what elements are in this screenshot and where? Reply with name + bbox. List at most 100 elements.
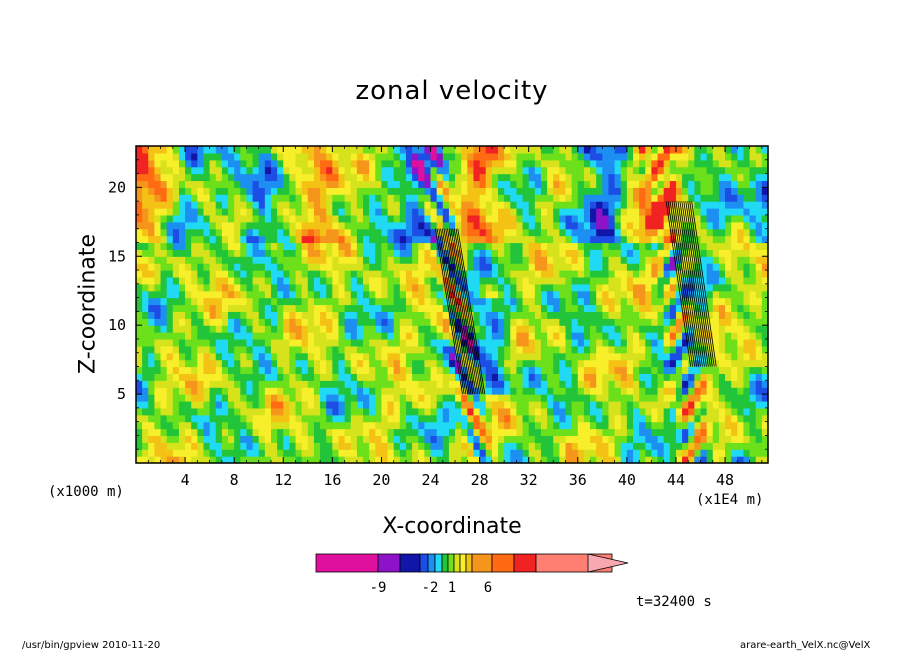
heatmap-cell [504, 270, 511, 278]
heatmap-cell [221, 166, 229, 175]
heatmap-cell [596, 380, 603, 388]
heatmap-cell [442, 194, 450, 202]
heatmap-cell [234, 159, 241, 168]
heatmap-cell [639, 194, 646, 202]
heatmap-cell [510, 146, 518, 154]
heatmap-cell [350, 414, 358, 423]
heatmap-cell [583, 249, 591, 257]
heatmap-cell [197, 276, 205, 285]
heatmap-cell [430, 338, 438, 347]
heatmap-cell [534, 214, 542, 223]
heatmap-cell [172, 263, 180, 271]
heatmap-cell [743, 311, 751, 319]
heatmap-cell [338, 214, 346, 223]
heatmap-cell [197, 270, 205, 278]
heatmap-cell [639, 263, 646, 271]
heatmap-cell [712, 283, 720, 292]
heatmap-cell [547, 152, 554, 161]
heatmap-cell [191, 394, 198, 402]
heatmap-cell [295, 290, 303, 299]
heatmap-cell [725, 449, 732, 457]
heatmap-cell [166, 414, 174, 423]
heatmap-cell [663, 221, 671, 230]
heatmap-cell [540, 387, 548, 395]
heatmap-cell [209, 359, 217, 368]
heatmap-cell [510, 173, 518, 182]
heatmap-cell [356, 311, 364, 319]
heatmap-cell [663, 435, 671, 443]
heatmap-cell [424, 297, 432, 306]
heatmap-cell [258, 352, 266, 361]
heatmap-cell [338, 249, 346, 257]
heatmap-cell [583, 242, 591, 250]
heatmap-cell [332, 442, 340, 450]
heatmap-cell [381, 366, 389, 375]
heatmap-cell [436, 173, 444, 182]
heatmap-cell [485, 407, 493, 416]
heatmap-cell [185, 214, 192, 223]
heatmap-cell [387, 318, 395, 326]
heatmap-cell [430, 235, 438, 244]
heatmap-cell [209, 435, 217, 443]
heatmap-cell [633, 208, 640, 216]
heatmap-cell [669, 228, 677, 237]
heatmap-cell [510, 400, 518, 409]
heatmap-cell [694, 228, 702, 237]
heatmap-cell [363, 208, 370, 216]
heatmap-cell [424, 201, 432, 209]
heatmap-cell [142, 338, 149, 347]
heatmap-cell [252, 297, 260, 306]
heatmap-cell [258, 345, 266, 354]
heatmap-cell [363, 400, 370, 409]
heatmap-cell [516, 318, 524, 326]
heatmap-cell [172, 407, 180, 416]
heatmap-cell [614, 380, 622, 388]
heatmap-cell [430, 442, 438, 450]
heatmap-cell [142, 449, 149, 457]
heatmap-cell [418, 221, 425, 230]
heatmap-cell [240, 208, 248, 216]
heatmap-cell [136, 414, 143, 423]
heatmap-cell [191, 173, 198, 182]
heatmap-cell [743, 228, 751, 237]
heatmap-cell [749, 387, 757, 395]
heatmap-cell [399, 146, 407, 154]
heatmap-cell [761, 407, 769, 416]
heatmap-cell [725, 394, 732, 402]
heatmap-cell [363, 366, 370, 375]
heatmap-cell [694, 428, 702, 437]
heatmap-cell [620, 235, 628, 244]
heatmap-cell [688, 152, 695, 161]
heatmap-cell [633, 256, 640, 264]
heatmap-cell [614, 283, 622, 292]
heatmap-cell [375, 421, 383, 430]
heatmap-cell [718, 352, 726, 361]
heatmap-cell [313, 235, 321, 244]
heatmap-cell [571, 283, 579, 292]
heatmap-cell [436, 290, 444, 299]
heatmap-cell [485, 214, 493, 223]
heatmap-cell [682, 373, 689, 381]
heatmap-cell [608, 435, 616, 443]
heatmap-cell [191, 283, 198, 292]
heatmap-cell [412, 208, 419, 216]
heatmap-cell [571, 332, 579, 340]
heatmap-cell [142, 194, 149, 202]
heatmap-cell [473, 442, 481, 450]
heatmap-cell [313, 304, 321, 312]
heatmap-cell [706, 387, 714, 395]
heatmap-cell [675, 318, 683, 326]
heatmap-cell [731, 387, 738, 395]
heatmap-cell [178, 338, 186, 347]
heatmap-cell [234, 166, 241, 175]
heatmap-cell [436, 228, 444, 237]
heatmap-cell [277, 359, 284, 368]
heatmap-cell [571, 421, 579, 430]
heatmap-cell [755, 276, 763, 285]
heatmap-cell [172, 318, 180, 326]
heatmap-cell [725, 180, 732, 188]
heatmap-cell [172, 256, 180, 264]
heatmap-cell [430, 332, 438, 340]
heatmap-cell [553, 290, 560, 299]
heatmap-cell [743, 359, 751, 368]
